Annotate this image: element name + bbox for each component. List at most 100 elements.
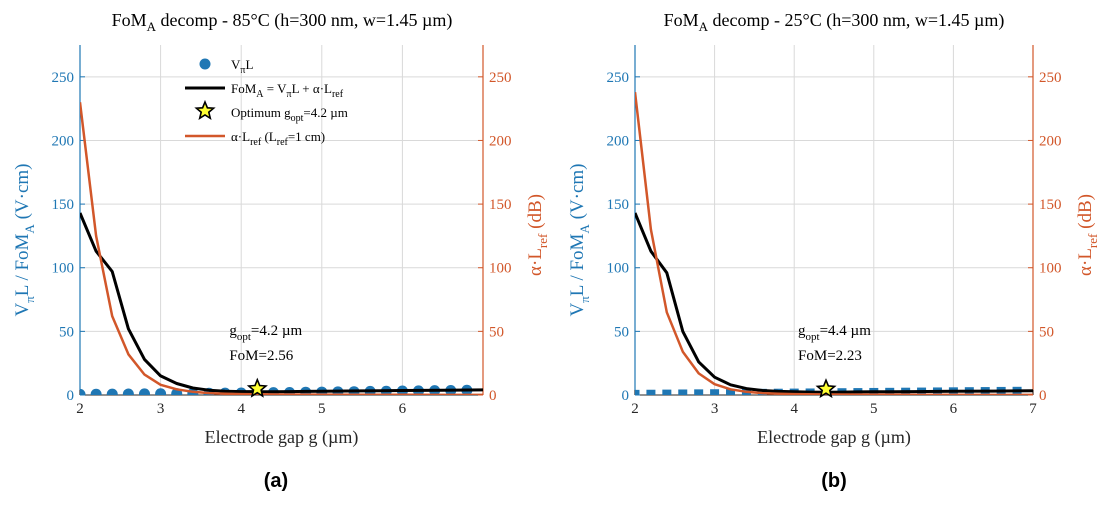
y-tick-label-right: 0: [489, 388, 497, 404]
chart-panel-a: 2 3 4 5 6 0 50 100 150 200 250 0 50 100 150 200 250 FoMA …: [12, 10, 550, 492]
title-main: FoM: [664, 10, 699, 30]
x-tick-label: 6: [399, 401, 407, 417]
y-tick-label-right: 50: [489, 324, 504, 340]
ylabel-right-part: α·L: [1075, 248, 1096, 276]
data-point-vpil: [155, 388, 167, 395]
panel-label: (a): [264, 470, 288, 492]
x-tick-label: 6: [950, 401, 958, 417]
x-axis-label: Electrode gap g (µm): [205, 427, 359, 448]
legend-entry-label: α·Lref (Lref=1 cm): [231, 129, 325, 148]
y-tick-label-left: 0: [67, 388, 75, 404]
y-tick-label-right: 50: [1039, 324, 1054, 340]
y-axis-label-right: α·Lref (dB): [1075, 194, 1100, 276]
data-point-vpil: [710, 389, 720, 395]
y-tick-label-left: 100: [52, 261, 75, 277]
data-point-vpil: [646, 389, 656, 395]
y-axis-label-right: α·Lref (dB): [525, 194, 550, 276]
series-line-alpha-lref: [635, 91, 1033, 395]
y-tick-label-right: 150: [1039, 197, 1062, 213]
y-tick-label-right: 150: [489, 197, 512, 213]
y-axis-label-left: VπL / FoMA (V·cm): [12, 163, 37, 316]
ylabel-right-part: (dB): [525, 194, 546, 234]
x-tick-label: 7: [1029, 401, 1037, 417]
series-line-alpha-lref: [80, 102, 483, 395]
y-tick-label-left: 200: [607, 133, 630, 149]
legend-text: Optimum g: [231, 105, 291, 120]
ylabel-left-part: L / FoM: [12, 233, 33, 296]
y-tick-label-left: 150: [607, 197, 630, 213]
legend-entry-label: VπL: [231, 57, 253, 76]
legend-text: L: [245, 57, 253, 72]
annotation-gopt: gopt=4.4 µm: [798, 323, 871, 343]
legend-sub: π: [240, 65, 245, 76]
data-point-vpil: [694, 389, 704, 395]
data-point-vpil: [662, 389, 672, 395]
series-line-foma: [80, 212, 483, 394]
ylabel-left-sub: A: [577, 224, 592, 234]
y-tick-label-right: 200: [1039, 133, 1062, 149]
ylabel-right-sub: ref: [535, 233, 550, 248]
ylabel-right-sub: ref: [1085, 233, 1100, 248]
x-tick-label: 2: [76, 401, 84, 417]
y-tick-label-right: 100: [489, 261, 512, 277]
annotation-part: =4.2 µm: [251, 323, 303, 339]
x-tick-label: 4: [790, 401, 798, 417]
legend-text: (L: [261, 129, 277, 144]
x-tick-label: 5: [870, 401, 878, 417]
y-tick-label-right: 200: [489, 133, 512, 149]
optimum-star-marker: [815, 378, 837, 399]
title-rest: decomp - 85°C (h=300 nm, w=1.45 µm): [156, 10, 452, 31]
title-rest: decomp - 25°C (h=300 nm, w=1.45 µm): [708, 10, 1004, 31]
y-tick-label-left: 250: [607, 70, 630, 86]
y-tick-label-left: 50: [59, 324, 74, 340]
legend-sub: opt: [291, 113, 304, 124]
chart-title: FoMA decomp - 25°C (h=300 nm, w=1.45 µm): [664, 10, 1005, 34]
annotation-part: g: [798, 323, 806, 339]
data-point-vpil: [80, 388, 86, 395]
series-line-foma: [635, 212, 1033, 394]
ylabel-left-part: V: [12, 303, 33, 317]
ylabel-right-part: (dB): [1075, 194, 1096, 234]
legend-text: L + α·L: [292, 81, 332, 96]
data-point-vpil: [122, 388, 134, 395]
plot-area: [635, 91, 1033, 395]
panel-label: (b): [821, 470, 847, 492]
title-sub: A: [699, 19, 709, 34]
legend: VπL FoMA = VπL + α·Lref Optimum gopt=4.2 µ…: [185, 57, 348, 148]
data-point-vpil: [678, 389, 688, 395]
annotation-gopt: gopt=4.2 µm: [229, 323, 302, 343]
data-point-vpil: [726, 389, 736, 395]
ylabel-left-part: (V·cm): [12, 163, 33, 224]
legend-sub: ref: [277, 137, 289, 148]
annotation-part: g: [229, 323, 237, 339]
annotation-fom: FoM=2.23: [798, 348, 862, 364]
data-point-vpil: [138, 388, 150, 395]
chart-panel-b: 2 3 4 5 6 7050100150200250050100150200250FoMA…: [567, 10, 1100, 492]
legend-sub: π: [287, 89, 292, 100]
legend-sub: A: [256, 89, 264, 100]
x-axis-label: Electrode gap g (µm): [757, 427, 911, 448]
x-tick-label: 3: [157, 401, 165, 417]
legend-sub: ref: [250, 137, 262, 148]
y-tick-label-left: 150: [52, 197, 75, 213]
legend-entry-label: Optimum gopt=4.2 µm: [231, 105, 348, 124]
chart-title: FoMA decomp - 85°C (h=300 nm, w=1.45 µm): [112, 10, 453, 34]
y-tick-label-right: 250: [489, 70, 512, 86]
data-point-vpil: [635, 389, 640, 395]
title-main: FoM: [112, 10, 147, 30]
data-point-vpil: [90, 388, 102, 395]
y-tick-label-left: 0: [622, 388, 630, 404]
x-tick-label: 2: [631, 401, 639, 417]
y-tick-label-left: 200: [52, 133, 75, 149]
y-axis-label-left: VπL / FoMA (V·cm): [567, 163, 592, 316]
annotation-sub: opt: [237, 331, 251, 343]
ylabel-left-sub: A: [22, 224, 37, 234]
ylabel-left-part: L / FoM: [567, 233, 588, 296]
y-tick-label-right: 100: [1039, 261, 1062, 277]
title-sub: A: [147, 19, 157, 34]
legend-entry-label: FoMA = VπL + α·Lref: [231, 81, 344, 100]
x-tick-label: 3: [711, 401, 719, 417]
legend-sub: ref: [332, 89, 344, 100]
data-point-vpil: [106, 388, 118, 395]
